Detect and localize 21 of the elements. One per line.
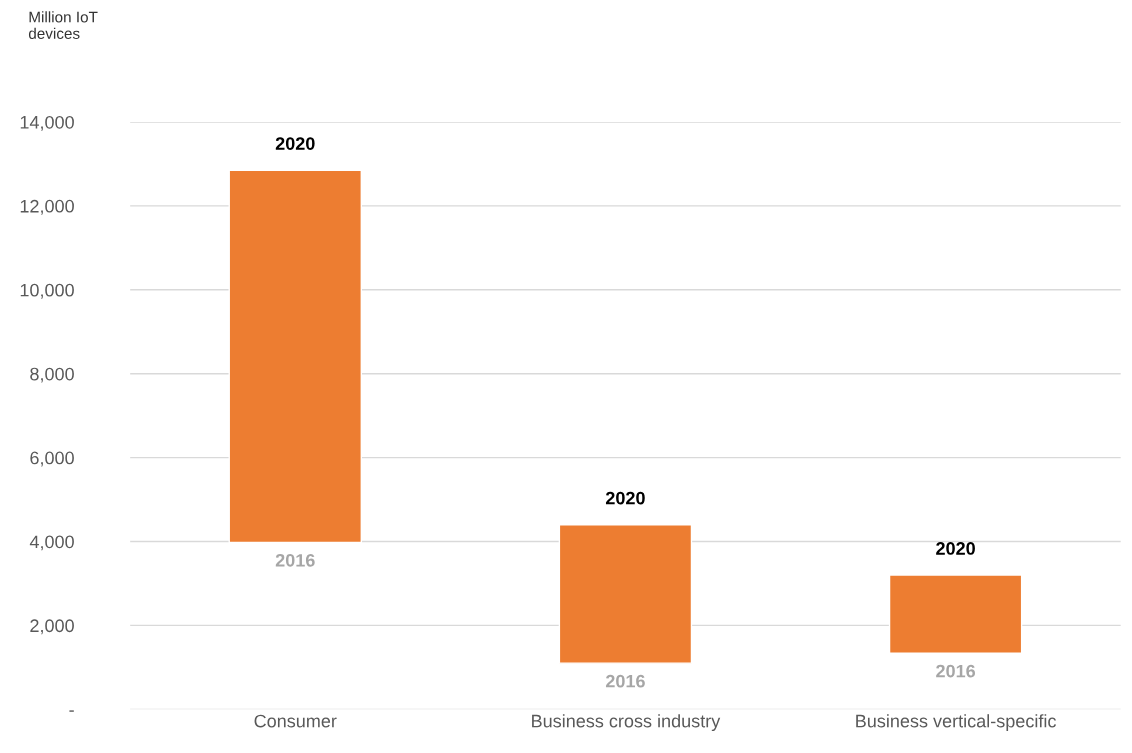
x-tick-label: Business cross industry bbox=[532, 714, 721, 732]
annotation: 2020 bbox=[936, 542, 975, 555]
y-tick-label: 2,000 bbox=[30, 619, 74, 635]
bar bbox=[558, 524, 693, 664]
y-tick-label: 8,000 bbox=[30, 367, 74, 383]
annotation: 2016 bbox=[936, 664, 976, 678]
text: Million IoT devices bbox=[28, 11, 98, 39]
annotation: 2020 bbox=[275, 137, 315, 150]
y-tick-label: 6,000 bbox=[30, 451, 74, 467]
annotation: 2020 bbox=[605, 491, 645, 505]
y-tick-label: 10,000 bbox=[20, 283, 74, 299]
bar bbox=[888, 574, 1023, 654]
y-tick-label: 12,000 bbox=[20, 199, 74, 215]
x-tick-label: Consumer bbox=[254, 714, 337, 728]
y-tick-label: - bbox=[69, 710, 74, 712]
y-tick-label: 4,000 bbox=[29, 535, 74, 551]
annotation: 2016 bbox=[605, 674, 645, 688]
x-tick-label: Business vertical-specific bbox=[856, 714, 1056, 732]
y-tick-label: 14,000 bbox=[20, 115, 74, 131]
bar bbox=[228, 169, 362, 544]
annotation: 2016 bbox=[275, 553, 315, 567]
